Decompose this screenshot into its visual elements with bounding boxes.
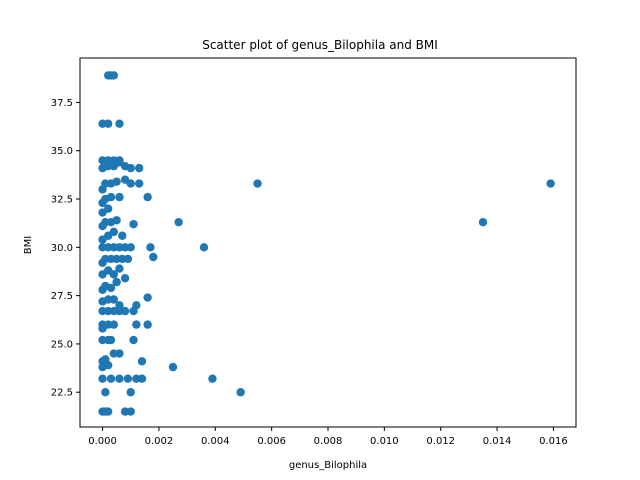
x-tick-label: 0.006 [257, 436, 286, 447]
data-point-6 [126, 388, 135, 397]
data-point-68 [199, 243, 209, 252]
data-point-42 [109, 295, 119, 304]
x-axis-label: genus_Bilophila [289, 460, 367, 471]
data-point-72 [118, 231, 127, 240]
data-point-111 [478, 218, 488, 227]
data-point-59 [123, 254, 133, 264]
data-point-48 [112, 277, 121, 287]
y-tick-label: 25.0 [51, 339, 73, 350]
data-point-110 [109, 71, 119, 80]
y-tick-label: 32.5 [51, 195, 73, 206]
chart-title: Scatter plot of genus_Bilophila and BMI [202, 38, 438, 52]
x-tick-label: 0.016 [539, 436, 568, 447]
data-point-49 [120, 274, 130, 283]
data-point-5 [101, 388, 110, 397]
data-point-84 [115, 192, 124, 202]
data-point-83 [106, 192, 116, 202]
y-tick-label: 30.0 [51, 243, 73, 254]
x-tick-label: 0.002 [145, 436, 174, 447]
data-point-30 [109, 320, 119, 329]
x-tick-label: 0.012 [426, 436, 455, 447]
data-point-93 [253, 179, 262, 188]
data-point-32 [143, 320, 152, 329]
data-point-17 [168, 362, 178, 372]
data-point-99 [126, 163, 135, 173]
data-point-31 [132, 320, 141, 329]
x-tick-label: 0.004 [201, 436, 230, 447]
y-axis-ticks: 22.5 25.0 27.5 30.0 32.5 35.0 37.5 [51, 98, 80, 399]
data-point-53 [115, 264, 124, 273]
data-point-78 [174, 218, 183, 227]
plot-frame [79, 57, 577, 428]
data-point-76 [112, 216, 121, 225]
data-point-39 [132, 301, 141, 310]
y-axis-label: BMI [23, 236, 34, 254]
x-axis-ticks: 0.000 0.002 0.004 0.006 0.008 0.010 0.012 0.014… [88, 427, 568, 447]
data-point-106 [103, 119, 113, 128]
data-point-47 [106, 283, 116, 293]
y-tick-label: 22.5 [51, 388, 73, 399]
data-point-9 [106, 374, 116, 383]
data-point-71 [109, 227, 119, 237]
data-point-66 [126, 243, 135, 252]
data-point-52 [109, 270, 119, 279]
data-point-19 [101, 355, 110, 364]
x-tick-label: 0.000 [88, 436, 117, 447]
y-tick-label: 35.0 [51, 146, 73, 157]
data-point-80 [103, 204, 113, 213]
data-point-43 [115, 301, 124, 310]
data-point-77 [129, 219, 138, 229]
data-point-8 [98, 374, 107, 383]
x-tick-label: 0.010 [370, 436, 399, 447]
data-point-10 [115, 374, 124, 383]
data-point-60 [149, 252, 158, 262]
data-point-112 [546, 179, 555, 188]
data-point-91 [126, 179, 135, 188]
data-point-67 [146, 243, 155, 252]
data-point-4 [126, 407, 135, 416]
data-point-92 [134, 179, 144, 188]
data-point-104 [115, 156, 124, 165]
data-point-7 [236, 388, 245, 397]
data-point-85 [143, 192, 152, 202]
data-point-22 [137, 357, 147, 366]
data-point-37 [120, 306, 130, 316]
data-point-13 [137, 374, 147, 383]
data-point-14 [208, 374, 217, 383]
x-tick-label: 0.008 [314, 436, 343, 447]
data-point-44 [143, 293, 152, 302]
data-point-26 [129, 335, 138, 345]
data-point-2 [103, 407, 113, 416]
y-tick-label: 27.5 [51, 291, 73, 302]
data-point-107 [115, 119, 124, 128]
data-point-21 [115, 349, 124, 358]
points-layer [98, 71, 555, 416]
data-point-11 [123, 374, 133, 383]
data-point-89 [112, 177, 121, 186]
data-point-100 [134, 163, 144, 173]
y-tick-label: 37.5 [51, 98, 73, 109]
data-point-25 [106, 335, 116, 345]
x-tick-label: 0.014 [483, 436, 512, 447]
